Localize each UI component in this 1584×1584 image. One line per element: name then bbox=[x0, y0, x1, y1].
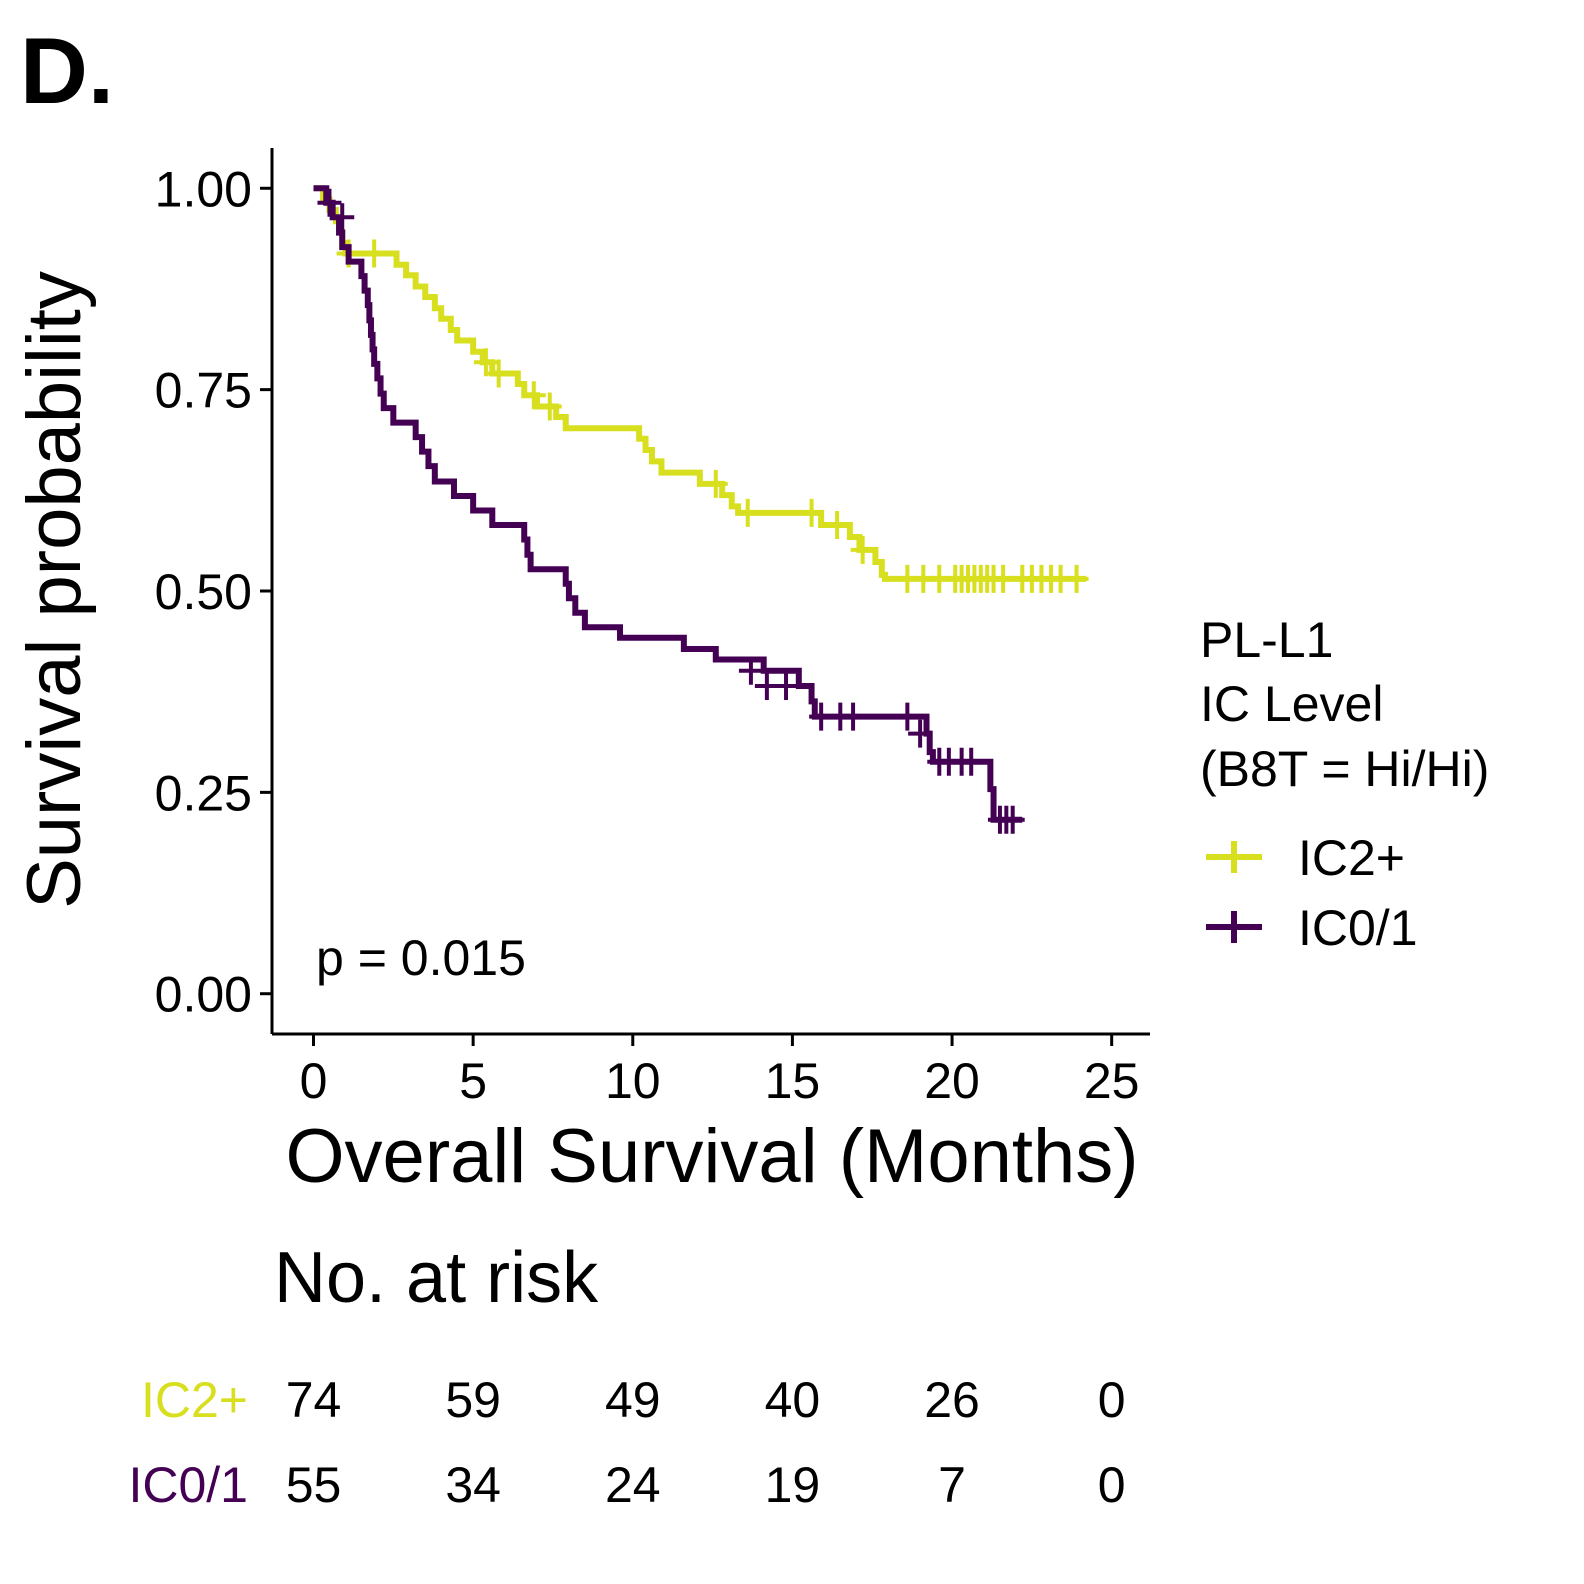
y-tick-label: 0.75 bbox=[155, 363, 252, 419]
censor-mark-ic01 bbox=[841, 702, 866, 731]
censor-mark-ic2plus bbox=[537, 392, 562, 421]
legend-key-ic01 bbox=[1206, 911, 1262, 943]
p-value-annotation: p = 0.015 bbox=[316, 930, 526, 986]
censor-mark-ic01 bbox=[774, 672, 799, 701]
risk-count: 7 bbox=[938, 1457, 966, 1513]
y-tick-label: 0.50 bbox=[155, 564, 252, 620]
censor-mark-ic2plus bbox=[1064, 564, 1089, 593]
x-tick-label: 25 bbox=[1084, 1053, 1140, 1109]
risk-count: 74 bbox=[286, 1372, 342, 1428]
legend: PL-L1 IC Level (B8T = Hi/Hi) IC2+ IC0/1 bbox=[1200, 612, 1489, 956]
risk-table: No. at risk IC2+ IC0/1 74 59 49 40 26 0 55 34 24… bbox=[128, 1238, 1125, 1513]
legend-label-ic01: IC0/1 bbox=[1298, 900, 1418, 956]
risk-table-title: No. at risk bbox=[274, 1238, 599, 1318]
censor-mark-ic2plus bbox=[362, 239, 387, 268]
censor-mark-ic01 bbox=[317, 188, 342, 217]
risk-count: 55 bbox=[286, 1457, 342, 1513]
risk-count: 19 bbox=[765, 1457, 821, 1513]
legend-label-ic2plus: IC2+ bbox=[1298, 830, 1405, 886]
risk-count: 0 bbox=[1098, 1372, 1126, 1428]
x-tick-label: 15 bbox=[765, 1053, 821, 1109]
legend-key-ic2plus bbox=[1206, 841, 1262, 873]
censor-mark-ic2plus bbox=[473, 348, 498, 377]
censor-mark-ic01 bbox=[738, 656, 763, 685]
risk-count: 24 bbox=[605, 1457, 661, 1513]
x-tick-label: 0 bbox=[300, 1053, 328, 1109]
censor-mark-ic01 bbox=[1000, 805, 1025, 834]
censor-mark-ic01 bbox=[959, 747, 984, 776]
risk-count: 59 bbox=[445, 1372, 501, 1428]
legend-title-line-1: PL-L1 bbox=[1200, 612, 1333, 668]
censor-mark-ic01 bbox=[895, 702, 920, 731]
x-tick-label: 5 bbox=[459, 1053, 487, 1109]
plot-area: 0.00 0.25 0.50 0.75 1.00 0 5 10 15 20 25 bbox=[155, 148, 1150, 1109]
survival-curve-ic2plus bbox=[313, 185, 1087, 582]
y-tick-label: 0.00 bbox=[155, 967, 252, 1023]
censor-mark-ic2plus bbox=[486, 359, 511, 388]
risk-row-label-ic01: IC0/1 bbox=[128, 1457, 248, 1513]
y-tick-label: 0.25 bbox=[155, 765, 252, 821]
censor-mark-ic2plus bbox=[735, 498, 760, 527]
risk-count: 49 bbox=[605, 1372, 661, 1428]
risk-count: 26 bbox=[924, 1372, 980, 1428]
risk-count: 40 bbox=[765, 1372, 821, 1428]
legend-title-line-2: IC Level bbox=[1200, 676, 1383, 732]
censor-mark-ic2plus bbox=[703, 469, 728, 498]
panel-label: D. bbox=[20, 18, 114, 123]
x-tick-label: 20 bbox=[924, 1053, 980, 1109]
survival-curve-ic01 bbox=[313, 185, 1023, 823]
risk-count: 34 bbox=[445, 1457, 501, 1513]
censor-mark-ic2plus bbox=[825, 510, 850, 539]
y-tick-label: 1.00 bbox=[155, 161, 252, 217]
y-axis-title: Survival probability bbox=[12, 271, 97, 909]
legend-title-line-3: (B8T = Hi/Hi) bbox=[1200, 741, 1489, 797]
censor-mark-ic2plus bbox=[850, 535, 875, 564]
censor-mark-ic01 bbox=[908, 719, 933, 748]
censor-mark-ic2plus bbox=[521, 381, 546, 410]
risk-count: 0 bbox=[1098, 1457, 1126, 1513]
risk-row-label-ic2plus: IC2+ bbox=[141, 1372, 248, 1428]
censor-mark-ic01 bbox=[330, 203, 355, 232]
x-tick-label: 10 bbox=[605, 1053, 661, 1109]
x-axis-title: Overall Survival (Months) bbox=[285, 1114, 1138, 1199]
censor-mark-ic2plus bbox=[799, 498, 824, 527]
